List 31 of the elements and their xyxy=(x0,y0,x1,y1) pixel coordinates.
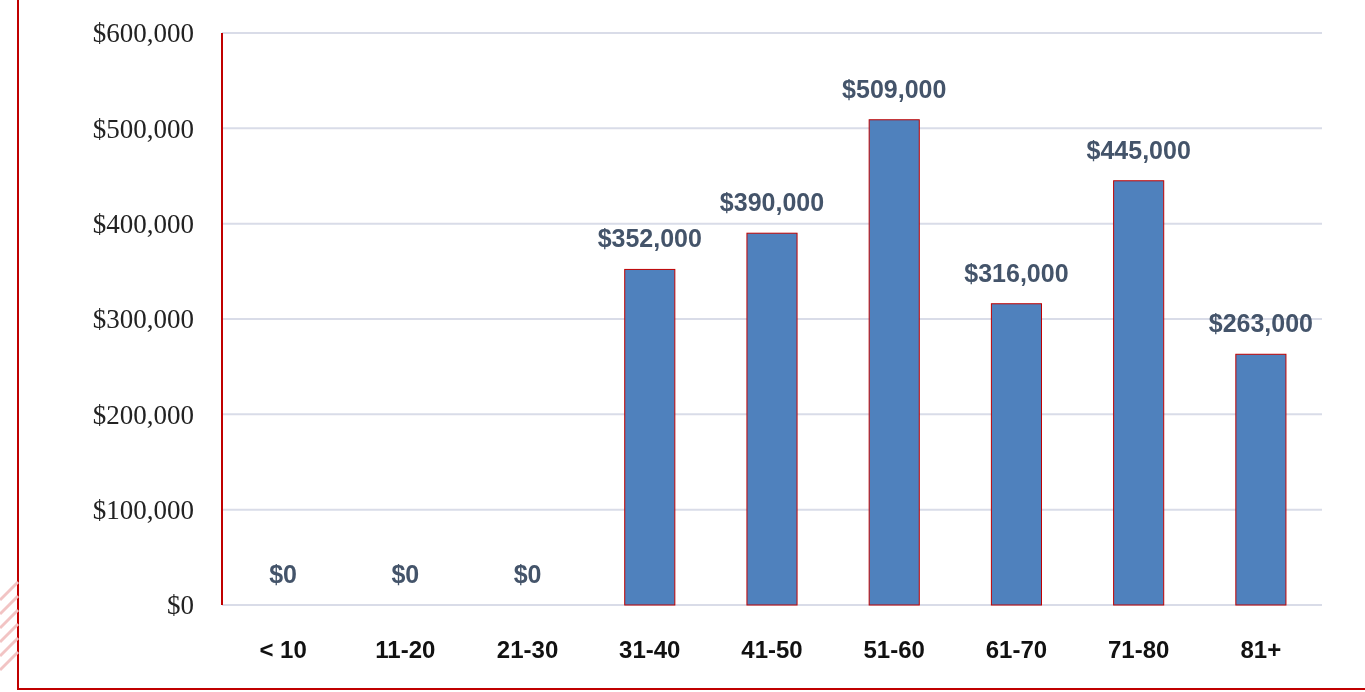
x-tick-label: < 10 xyxy=(259,636,307,664)
y-tick-label: $200,000 xyxy=(92,399,194,430)
data-label: $0 xyxy=(269,560,298,588)
x-tick-label: 31-40 xyxy=(619,636,681,664)
x-tick-label: 61-70 xyxy=(985,636,1048,664)
x-tick-label: 41-50 xyxy=(741,636,803,664)
x-tick-label: 11-20 xyxy=(375,636,436,664)
y-tick-label: $100,000 xyxy=(92,495,194,526)
bar xyxy=(868,119,920,606)
bar xyxy=(1235,353,1287,606)
data-label: $316,000 xyxy=(964,258,1069,287)
data-label: $263,000 xyxy=(1208,309,1314,338)
data-label: $509,000 xyxy=(842,74,947,103)
bar xyxy=(990,303,1042,606)
data-label: $445,000 xyxy=(1086,135,1191,164)
x-tick-label: 81+ xyxy=(1240,636,1282,664)
bar xyxy=(746,232,798,606)
y-tick-label: $600,000 xyxy=(92,18,194,49)
bar xyxy=(624,268,676,606)
x-tick-label: 71-80 xyxy=(1107,636,1170,664)
y-tick-label: $0 xyxy=(167,590,194,621)
data-label: $390,000 xyxy=(719,188,825,217)
bar xyxy=(1113,180,1165,606)
y-tick-label: $300,000 xyxy=(92,304,194,335)
x-tick-label: 21-30 xyxy=(496,636,559,664)
data-label: $352,000 xyxy=(597,224,702,253)
data-label: $0 xyxy=(391,560,420,588)
data-label: $0 xyxy=(513,560,542,588)
x-tick-label: 51-60 xyxy=(863,636,925,664)
y-tick-label: $500,000 xyxy=(92,113,194,144)
y-tick-label: $400,000 xyxy=(92,209,194,240)
